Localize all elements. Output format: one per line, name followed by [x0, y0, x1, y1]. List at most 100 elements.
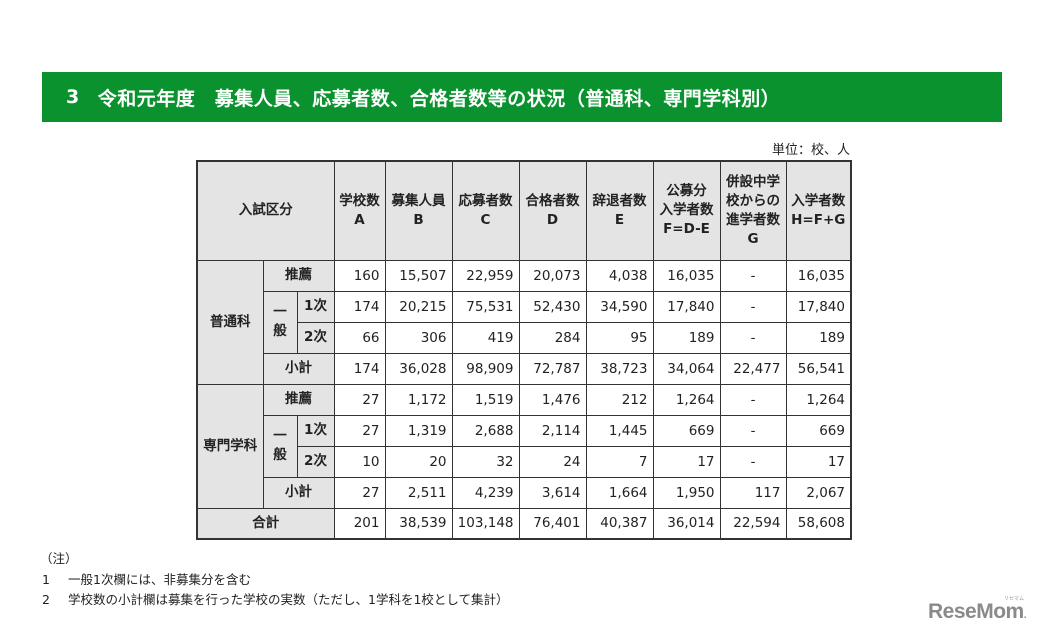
row-label-ippan: 一般 [262, 290, 298, 354]
table-row: 普通科 推薦 160 15,507 22,959 20,073 4,038 16… [196, 259, 852, 385]
cell: 17 [652, 445, 721, 478]
cell: 1,172 [384, 383, 453, 416]
cell: 34,064 [652, 352, 721, 385]
cell: 1,519 [451, 383, 520, 416]
row-label-subtotal: 小計 [262, 352, 335, 385]
cell: 40,387 [585, 507, 654, 540]
cell: - [719, 321, 787, 354]
cell: 22,477 [719, 352, 787, 385]
cell: 189 [785, 321, 852, 354]
cell: 10 [333, 445, 386, 478]
cell: 4,239 [451, 476, 520, 509]
cell: 1,264 [652, 383, 721, 416]
group-label-specialized: 専門学科 [196, 383, 264, 509]
cell: 284 [518, 321, 587, 354]
notes-heading: （注） [40, 551, 78, 566]
cell: 56,541 [785, 352, 852, 385]
cell: 52,430 [518, 290, 587, 323]
cell: 38,723 [585, 352, 654, 385]
row-label-suisen: 推薦 [262, 383, 335, 416]
cell: 36,028 [384, 352, 453, 385]
cell: 669 [785, 414, 852, 447]
cell: 1,476 [518, 383, 587, 416]
cell: 72,787 [518, 352, 587, 385]
table-row: 小計 174 36,028 98,909 72,787 38,723 34,06… [197, 352, 852, 385]
row-label-ippan: 一般 [262, 414, 298, 478]
table-row: 一般 1次 174 20,215 75,531 52,430 34,590 17… [197, 290, 852, 354]
note-text: 一般1次欄には、非募集分を含む [68, 571, 251, 587]
cell: 17,840 [652, 290, 721, 323]
note-text: 学校数の小計欄は募集を行った学校の実数（ただし、1学科を1校として集計） [68, 592, 509, 607]
cell: 4,038 [585, 259, 654, 292]
cell: 17,840 [785, 290, 852, 323]
header-passed: 合格者数 D [518, 160, 587, 261]
row-label-first: 1次 [296, 290, 335, 323]
header-enrolled: 入学者数 H=F+G [785, 160, 852, 261]
cell: 1,950 [652, 476, 721, 509]
note-item: 2 学校数の小計欄は募集を行った学校の実数（ただし、1学科を1校として集計） [40, 590, 509, 611]
table-row: 専門学科 推薦 27 1,172 1,519 1,476 212 1,264 -… [196, 383, 852, 509]
admissions-table: 入試区分 学校数 A 募集人員 B 応募者数 C 合格者数 D 辞退者数 E 公募分 入学者… [196, 160, 852, 540]
cell: - [719, 383, 787, 416]
table-row: 一般 1次 27 1,319 2,688 2,114 1,445 669 - 6… [197, 414, 852, 478]
cell: 20 [384, 445, 453, 478]
logo-text: ReseMom [928, 600, 1024, 623]
cell: 189 [652, 321, 721, 354]
cell: 24 [518, 445, 587, 478]
logo-subtext: リセマム [1003, 596, 1024, 602]
row-label-total: 合計 [196, 507, 335, 540]
cell: 160 [333, 259, 386, 292]
unit-label: 単位：校、人 [771, 143, 850, 158]
cell: 27 [333, 383, 386, 416]
cell: 32 [451, 445, 520, 478]
total-row: 合計 201 38,539 103,148 76,401 40,387 36,0… [196, 507, 852, 540]
cell: 2,114 [518, 414, 587, 447]
section-number: 3 [66, 86, 80, 108]
section-title-banner: 3 令和元年度 募集人員、応募者数、合格者数等の状況（普通科、専門学科別） [42, 72, 1002, 122]
cell: 17 [785, 445, 852, 478]
cell: 58,608 [785, 507, 852, 540]
cell: 66 [333, 321, 386, 354]
cell: 38,539 [384, 507, 453, 540]
header-row: 入試区分 学校数 A 募集人員 B 応募者数 C 合格者数 D 辞退者数 E 公募分 入学者… [196, 160, 852, 261]
note-item: 1 一般1次欄には、非募集分を含む [40, 570, 509, 591]
header-declined: 辞退者数 E [585, 160, 654, 261]
cell: 212 [585, 383, 654, 416]
cell: 1,445 [585, 414, 654, 447]
cell: 117 [719, 476, 787, 509]
cell: 75,531 [451, 290, 520, 323]
cell: 669 [652, 414, 721, 447]
cell: 2,511 [384, 476, 453, 509]
cell: 3,614 [518, 476, 587, 509]
cell: 16,035 [785, 259, 852, 292]
cell: 7 [585, 445, 654, 478]
cell: 2,688 [451, 414, 520, 447]
cell: 27 [333, 414, 386, 447]
cell: - [719, 445, 787, 478]
cell: 20,073 [518, 259, 587, 292]
row-label-second: 2次 [296, 445, 335, 478]
note-number: 2 [42, 592, 50, 607]
cell: 16,035 [652, 259, 721, 292]
cell: 2,067 [785, 476, 852, 509]
header-public-enrolled: 公募分 入学者数 F=D-E [652, 160, 721, 261]
cell: 174 [333, 290, 386, 323]
cell: 15,507 [384, 259, 453, 292]
cell: 201 [333, 507, 386, 540]
header-capacity: 募集人員 B [384, 160, 453, 261]
header-schools: 学校数 A [333, 160, 386, 261]
footnotes: （注） 1 一般1次欄には、非募集分を含む 2 学校数の小計欄は募集を行った学校の実… [40, 549, 509, 611]
cell: 76,401 [518, 507, 587, 540]
cell: 306 [384, 321, 453, 354]
group-label-general: 普通科 [196, 259, 264, 385]
cell: 22,959 [451, 259, 520, 292]
row-label-second: 2次 [296, 321, 335, 354]
cell: 27 [333, 476, 386, 509]
cell: 34,590 [585, 290, 654, 323]
section-title: 令和元年度 募集人員、応募者数、合格者数等の状況（普通科、専門学科別） [97, 87, 781, 110]
header-affiliated-jhs: 併設中学 校からの 進学者数 G [719, 160, 787, 261]
note-number: 1 [42, 571, 50, 587]
header-category: 入試区分 [196, 160, 335, 261]
row-label-suisen: 推薦 [262, 259, 335, 292]
table-row: 小計 27 2,511 4,239 3,614 1,664 1,950 117 … [197, 476, 852, 509]
